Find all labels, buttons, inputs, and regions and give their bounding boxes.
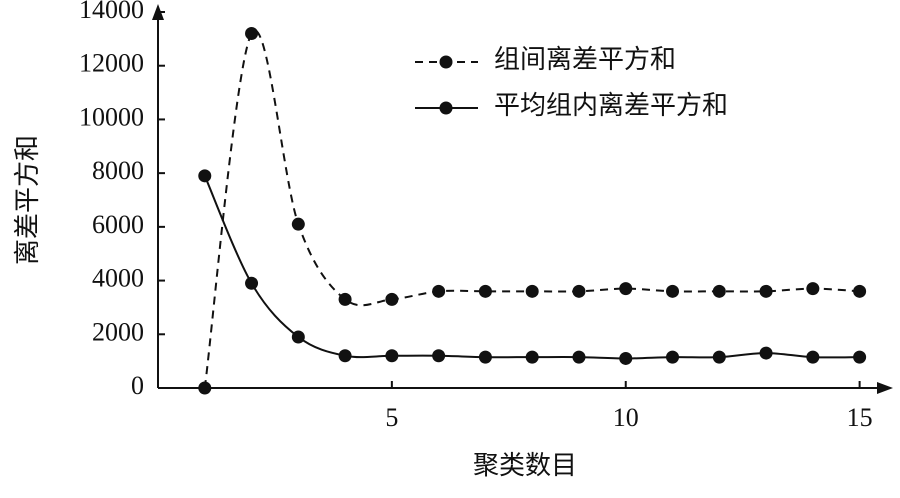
data-point [666, 350, 680, 364]
legend-label: 平均组内离差平方和 [494, 91, 728, 120]
data-point [198, 381, 212, 395]
x-axis-arrow [877, 382, 893, 394]
legend-label: 组间离差平方和 [494, 45, 676, 74]
legend-marker [439, 101, 453, 115]
legend-marker [439, 55, 453, 69]
data-point [572, 284, 586, 298]
data-point [712, 350, 726, 364]
y-tick-label: 12000 [79, 49, 144, 78]
data-point [525, 350, 539, 364]
data-point [619, 351, 633, 365]
data-point [432, 349, 446, 363]
x-tick-label: 5 [385, 403, 398, 432]
x-tick-label: 10 [613, 403, 639, 432]
data-point [245, 276, 259, 290]
y-tick-label: 14000 [79, 0, 144, 24]
data-point [712, 284, 726, 298]
data-point [385, 292, 399, 306]
data-point [853, 350, 867, 364]
data-point [245, 26, 259, 40]
y-tick-label: 8000 [92, 156, 144, 185]
data-point [291, 217, 305, 231]
data-point [385, 349, 399, 363]
data-point [432, 284, 446, 298]
series-line [203, 175, 860, 360]
y-tick-label: 10000 [79, 102, 144, 131]
data-point [666, 284, 680, 298]
series-line [203, 29, 860, 389]
y-tick-label: 2000 [92, 317, 144, 346]
x-axis-label: 聚类数目 [473, 451, 577, 480]
data-point [619, 282, 633, 296]
data-point [759, 346, 773, 360]
data-point [478, 284, 492, 298]
data-point [806, 350, 820, 364]
data-point [572, 350, 586, 364]
y-axis-label: 离差平方和 [13, 135, 42, 265]
data-point [198, 169, 212, 183]
y-tick-label: 4000 [92, 264, 144, 293]
y-tick-label: 0 [131, 371, 144, 400]
data-point [478, 350, 492, 364]
data-point [806, 282, 820, 296]
data-point [525, 284, 539, 298]
y-tick-label: 6000 [92, 210, 144, 239]
x-tick-label: 15 [847, 403, 873, 432]
data-point [291, 330, 305, 344]
data-point [338, 292, 352, 306]
data-point [759, 284, 773, 298]
data-point [853, 284, 867, 298]
data-point [338, 349, 352, 363]
